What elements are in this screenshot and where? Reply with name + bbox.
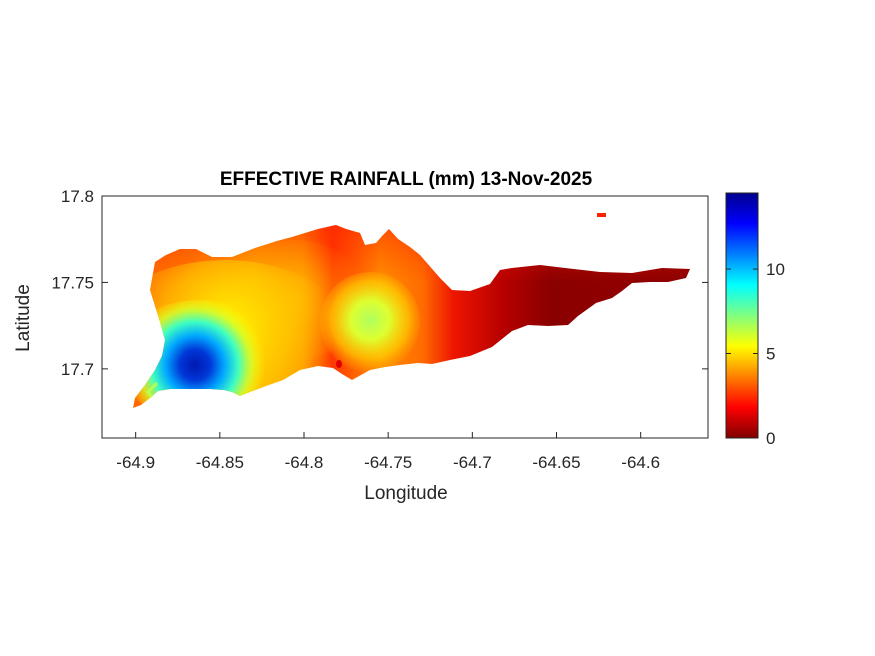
colorbar-ticks: 0 5 10 (726, 260, 785, 448)
x-tick-label: -64.9 (116, 453, 155, 472)
y-tick-label: 17.8 (61, 187, 94, 206)
x-tick-label: -64.6 (621, 453, 660, 472)
y-ticks: 17.8 17.75 17.7 (51, 187, 708, 379)
colorbar-tick-label: 10 (766, 260, 785, 279)
y-axis-label: Latitude (13, 284, 34, 352)
x-axis-label: Longitude (364, 483, 447, 504)
x-tick-label: -64.65 (532, 453, 580, 472)
colorbar-tick-label: 5 (766, 345, 775, 364)
rainfall-map-details (145, 213, 606, 398)
x-tick-label: -64.75 (364, 453, 412, 472)
x-tick-label: -64.85 (196, 453, 244, 472)
x-ticks: -64.9 -64.85 -64.8 -64.75 -64.7 -64.65 -64.6 (116, 432, 660, 472)
x-tick-label: -64.7 (453, 453, 492, 472)
y-tick-label: 17.7 (61, 360, 94, 379)
colorbar-tick-label: 0 (766, 429, 775, 448)
x-tick-label: -64.8 (285, 453, 324, 472)
chart-title: EFFECTIVE RAINFALL (mm) 13-Nov-2025 (220, 169, 593, 190)
colorbar (725, 192, 759, 439)
y-tick-label: 17.75 (51, 273, 94, 292)
